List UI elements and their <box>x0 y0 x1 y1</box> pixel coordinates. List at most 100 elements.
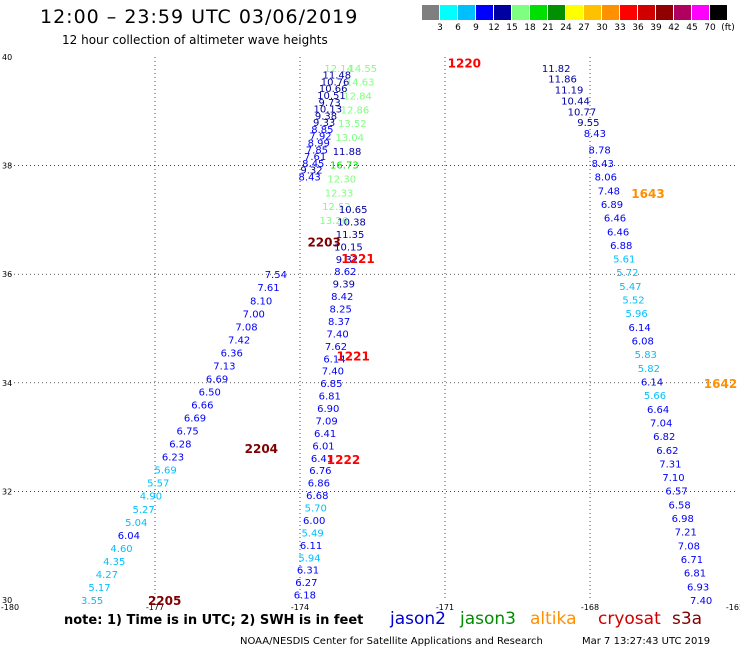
colorbar-cell <box>548 5 565 20</box>
swh-value-label: 8.25 <box>330 305 352 316</box>
swh-value-label: 10.76 <box>321 77 350 88</box>
swh-value-label: 7.10 <box>662 473 684 484</box>
swh-value-label: 4.90 <box>140 492 162 503</box>
colorbar-label: 30 <box>596 23 608 33</box>
swh-value-label: 6.41 <box>314 429 336 440</box>
swh-value-label: 5.57 <box>147 479 169 490</box>
legend-item-jason2: jason2 <box>390 609 446 629</box>
legend-item-altika: altika <box>530 609 577 629</box>
x-tick-label: -165 <box>726 603 740 612</box>
swh-value-label: 11.86 <box>548 75 577 86</box>
y-tick-label: 36 <box>2 270 12 279</box>
footer-note: note: 1) Time is in UTC; 2) SWH is in fe… <box>64 613 364 628</box>
swh-value-label: 5.70 <box>305 504 327 515</box>
swh-value-label: 7.61 <box>304 152 326 163</box>
colorbar-label: 3 <box>437 23 443 33</box>
swh-value-label: 7.48 <box>598 186 620 197</box>
swh-value-label: 10.66 <box>319 84 348 95</box>
swh-value-label: 8.45 <box>302 159 324 170</box>
y-tick-label: 38 <box>2 162 12 171</box>
swh-value-label: 6.14 <box>641 377 663 388</box>
swh-value-label: 5.72 <box>616 268 638 279</box>
swh-value-label: 4.60 <box>110 544 132 555</box>
colorbar-cell <box>638 5 655 20</box>
swh-value-label: 8.78 <box>589 145 611 156</box>
swh-value-label: 5.94 <box>298 553 320 564</box>
colorbar-label: 18 <box>524 23 536 33</box>
colorbar-label: 45 <box>686 23 698 33</box>
colorbar-label: 42 <box>668 23 680 33</box>
x-tick-label: -174 <box>291 603 309 612</box>
swh-value-label: 6.50 <box>199 387 221 398</box>
swh-value-label: 6.69 <box>184 414 206 425</box>
swh-value-label: 8.06 <box>595 173 617 184</box>
colorbar-label: 27 <box>578 23 590 33</box>
colorbar-cell <box>530 5 547 20</box>
swh-value-label: 6.36 <box>221 348 243 359</box>
swh-value-label: 8.10 <box>250 296 272 307</box>
colorbar-label: 15 <box>506 23 518 33</box>
swh-value-label: 11.82 <box>542 64 571 75</box>
colorbar-label: (ft) <box>721 23 735 33</box>
swh-value-label: 10.65 <box>339 205 368 216</box>
swh-value-label: 6.41 <box>311 454 333 465</box>
colorbar-label: 12 <box>488 23 500 33</box>
colorbar-label: 70 <box>704 23 716 33</box>
y-tick-label: 40 <box>2 53 12 62</box>
swh-value-label: 7.40 <box>690 596 712 607</box>
swh-value-label: 6.62 <box>656 446 678 457</box>
colorbar-cell <box>656 5 673 20</box>
colorbar-label: 21 <box>542 23 554 33</box>
swh-value-label: 6.14 <box>323 354 345 365</box>
swh-value-label: 7.13 <box>213 361 235 372</box>
swh-value-label: 5.49 <box>301 528 323 539</box>
legend-item-jason3: jason3 <box>460 609 516 629</box>
swh-value-label: 10.44 <box>561 96 590 107</box>
swh-value-label: 5.27 <box>132 505 154 516</box>
swh-value-label: 6.57 <box>665 487 687 498</box>
swh-value-label: 6.69 <box>206 374 228 385</box>
swh-value-label: 7.04 <box>650 418 672 429</box>
swh-value-label: 8.43 <box>584 129 606 140</box>
swh-value-label: 8.85 <box>311 125 333 136</box>
page-title: 12:00 – 23:59 UTC 03/06/2019 <box>40 6 359 28</box>
swh-value-label: 7.00 <box>243 309 265 320</box>
swh-value-label: 6.68 <box>306 491 328 502</box>
swh-value-label: 13.04 <box>335 133 364 144</box>
swh-value-label: 12.52 <box>322 202 351 213</box>
swh-value-label: 12.86 <box>341 105 370 116</box>
swh-value-label: 12.30 <box>327 174 356 185</box>
swh-value-label: 12.14 <box>324 64 353 75</box>
swh-value-label: 13.26 <box>320 216 349 227</box>
swh-value-label: 7.85 <box>306 145 328 156</box>
swh-value-label: 10.51 <box>317 91 346 102</box>
swh-value-label: 4.27 <box>96 570 118 581</box>
swh-value-label: 8.42 <box>331 292 353 303</box>
pass-time-label: 1221 <box>341 252 374 266</box>
swh-value-label: 7.08 <box>678 541 700 552</box>
colorbar-cell <box>476 5 493 20</box>
pass-time-label: 1643 <box>631 187 664 201</box>
x-tick-label: -177 <box>146 603 164 612</box>
swh-value-label: 6.01 <box>312 441 334 452</box>
x-tick-label: -168 <box>581 603 599 612</box>
y-tick-label: 34 <box>2 379 12 388</box>
colorbar-cell <box>494 5 511 20</box>
swh-value-label: 10.77 <box>568 107 597 118</box>
swh-value-label: 9.55 <box>577 118 599 129</box>
swh-value-label: 5.04 <box>125 518 147 529</box>
swh-value-label: 7.54 <box>265 270 287 281</box>
swh-value-label: 14.55 <box>349 64 378 75</box>
swh-value-label: 5.47 <box>619 282 641 293</box>
swh-value-label: 8.43 <box>592 159 614 170</box>
colorbar-label: 6 <box>455 23 461 33</box>
swh-value-label: 5.96 <box>625 309 647 320</box>
swh-value-label: 6.31 <box>297 566 319 577</box>
swh-value-label: 9.32 <box>300 166 322 177</box>
colorbar-label: 39 <box>650 23 662 33</box>
swh-value-label: 6.08 <box>632 337 654 348</box>
swh-value-label: 4.35 <box>103 557 125 568</box>
swh-value-label: 8.43 <box>299 172 321 183</box>
swh-value-label: 6.23 <box>162 453 184 464</box>
